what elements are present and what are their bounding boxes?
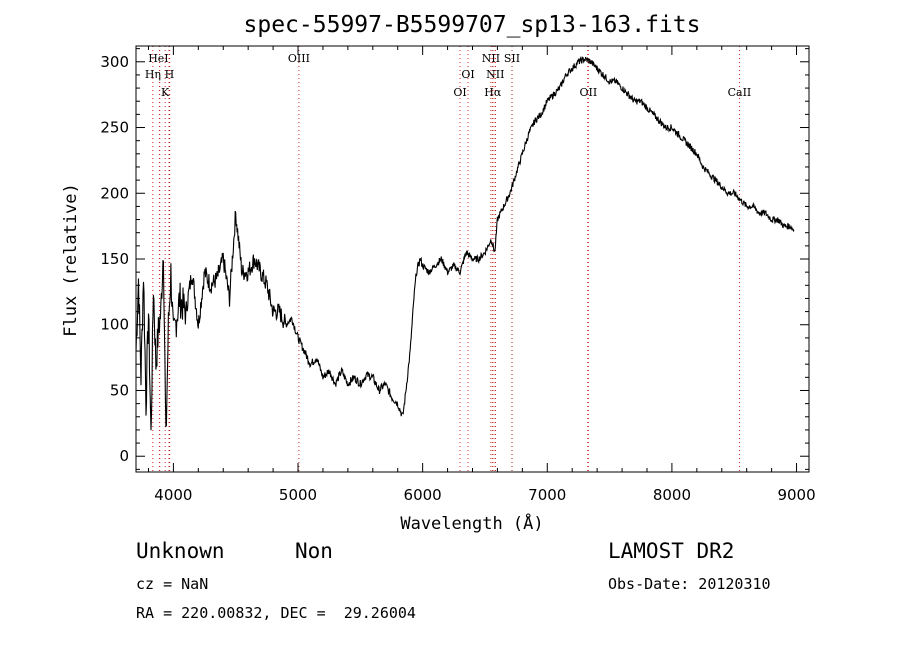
emission-line-label: Hη <box>145 68 161 81</box>
redshift-text: cz = NaN <box>136 575 209 593</box>
emission-line-label: Hα <box>484 86 502 99</box>
x-tick-label: 6000 <box>404 486 442 504</box>
y-tick-label: 0 <box>119 447 129 465</box>
x-tick-label: 8000 <box>653 486 691 504</box>
emission-line-label: NII <box>482 52 500 65</box>
emission-line-label: HeI <box>148 52 168 65</box>
x-axis-label: Wavelength (Å) <box>400 512 543 534</box>
x-tick-label: 5000 <box>279 486 317 504</box>
emission-line-label: OI <box>461 68 474 81</box>
y-tick-label: 200 <box>100 184 129 202</box>
emission-line-label: NII <box>486 68 504 81</box>
survey-label: LAMOST DR2 <box>608 539 735 563</box>
emission-line-markers <box>152 46 740 472</box>
x-tick-label: 7000 <box>528 486 566 504</box>
emission-line-label: K <box>161 86 170 99</box>
emission-line-label: OII <box>580 86 598 99</box>
emission-line-label: SII <box>504 52 520 65</box>
coordinates-text: RA = 220.00832, DEC = 29.26004 <box>136 604 416 622</box>
y-tick-label: 250 <box>100 119 129 137</box>
y-tick-label: 300 <box>100 53 129 71</box>
y-axis-ticks: 0 50 100 150 200 250 300 <box>100 48 809 470</box>
emission-line-label: H <box>165 68 175 81</box>
y-tick-label: 50 <box>110 381 129 399</box>
y-axis-label: Flux (relative) <box>61 183 81 337</box>
emission-line-label: OIII <box>288 52 310 65</box>
emission-line-label: OI <box>453 86 466 99</box>
x-tick-label: 4000 <box>154 486 192 504</box>
x-tick-label: 9000 <box>777 486 815 504</box>
emission-line-label: CaII <box>728 86 752 99</box>
subclass-label: Non <box>295 539 333 563</box>
y-tick-label: 100 <box>100 316 129 334</box>
obs-date-text: Obs-Date: 20120310 <box>608 575 771 593</box>
x-axis-ticks: 4000 5000 6000 7000 8000 9000 <box>147 46 816 504</box>
chart-title: spec-55997-B5599707_sp13-163.fits <box>244 12 701 38</box>
y-tick-label: 150 <box>100 250 129 268</box>
class-label: Unknown <box>136 539 225 563</box>
spectrum-line <box>135 55 795 431</box>
